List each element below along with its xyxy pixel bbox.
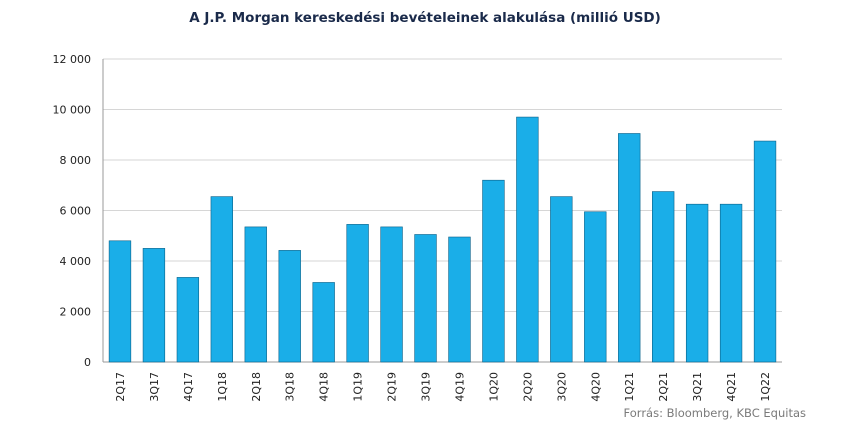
bar: [108, 240, 132, 363]
x-tick-label: 2Q21: [657, 372, 670, 402]
bar: [618, 133, 641, 363]
y-tick-label: 10 000: [53, 104, 92, 117]
bar: [550, 196, 573, 363]
bar: [584, 211, 607, 363]
source-note: Forrás: Bloomberg, KBC Equitas: [623, 406, 806, 420]
bar: [210, 196, 233, 363]
bar: [652, 191, 675, 363]
chart-title: A J.P. Morgan kereskedési bevételeinek a…: [189, 10, 661, 26]
x-tick-label: 1Q19: [352, 372, 365, 402]
x-tick-label: 1Q18: [216, 372, 229, 402]
x-tick-label: 3Q20: [555, 372, 568, 402]
x-tick-label: 3Q21: [691, 372, 704, 402]
x-tick-label: 3Q18: [284, 372, 297, 402]
bar: [380, 226, 403, 363]
bar: [142, 248, 166, 363]
bar: [753, 140, 777, 363]
x-axis: 2Q17 3Q17 4Q17 1Q18 2Q18 3Q18 4Q18 1Q19 2Q19 3Q19…: [114, 372, 772, 402]
bar: [312, 282, 335, 363]
x-tick-label: 1Q22: [759, 372, 772, 402]
x-tick-label: 2Q20: [521, 372, 534, 402]
bar: [685, 203, 709, 363]
x-tick-label: 2Q17: [114, 372, 127, 402]
y-tick-label: 12 000: [53, 53, 92, 66]
bar: [448, 236, 471, 363]
y-tick-label: 8 000: [60, 154, 92, 167]
x-tick-label: 1Q20: [487, 372, 500, 402]
bar: [346, 224, 369, 363]
y-tick-label: 4 000: [60, 255, 92, 268]
bar: [414, 234, 437, 363]
bar: [482, 179, 505, 363]
y-axis: 0 2 000 4 000 6 000 8 000 10 000 12 000: [53, 53, 104, 369]
x-tick-label: 4Q20: [589, 372, 602, 402]
x-tick-label: 3Q17: [148, 372, 161, 402]
x-tick-label: 4Q17: [182, 372, 195, 402]
y-tick-label: 2 000: [60, 306, 92, 319]
x-tick-label: 4Q21: [725, 372, 738, 402]
bar: [278, 250, 301, 363]
bar: [719, 203, 743, 363]
y-tick-label: 0: [84, 356, 91, 369]
gridlines: [103, 58, 782, 363]
x-tick-label: 2Q18: [250, 372, 263, 402]
bar: [176, 277, 200, 363]
bars: [108, 116, 777, 363]
x-tick-label: 4Q19: [453, 372, 466, 402]
x-tick-label: 3Q19: [420, 372, 433, 402]
x-tick-label: 4Q18: [318, 372, 331, 402]
y-tick-label: 6 000: [60, 205, 92, 218]
bar: [516, 116, 539, 363]
x-tick-label: 2Q19: [386, 372, 399, 402]
bar: [244, 226, 267, 363]
x-tick-label: 1Q21: [623, 372, 636, 402]
